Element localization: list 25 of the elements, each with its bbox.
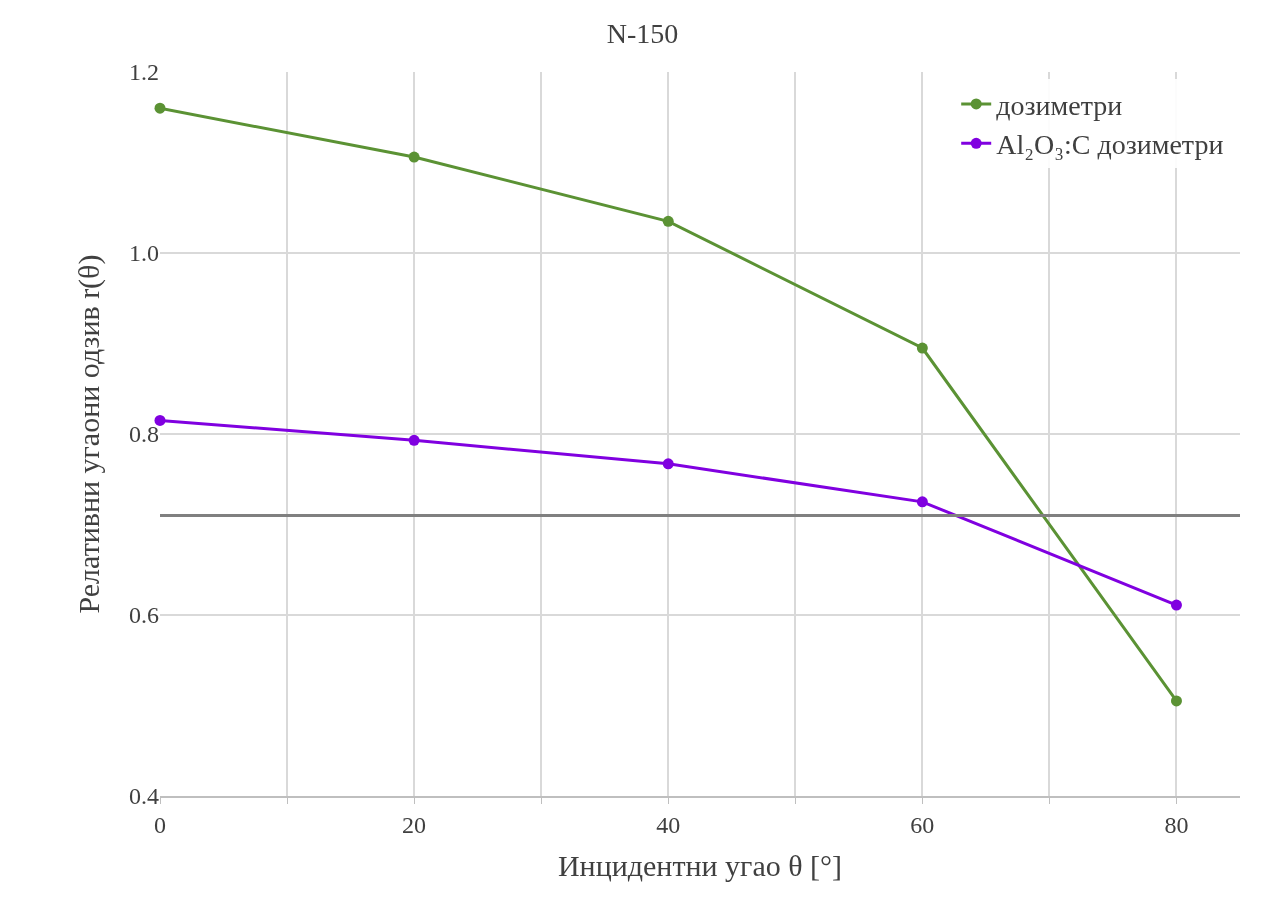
- point: [1170, 695, 1182, 707]
- point: [916, 342, 928, 354]
- x-tick-label: 60: [910, 811, 935, 838]
- x-tick-label: 20: [402, 811, 427, 838]
- point: [1170, 599, 1182, 611]
- x-tick-label: 0: [154, 811, 166, 838]
- point: [154, 414, 166, 426]
- y-tick-label: 0.4: [129, 783, 159, 810]
- point: [154, 102, 166, 114]
- point: [408, 434, 420, 446]
- point: [916, 496, 928, 508]
- x-axis-title: Инцидентни угао θ [°]: [557, 848, 843, 882]
- point: [408, 151, 420, 163]
- legend-label: дозиметри: [996, 89, 1123, 121]
- point: [662, 215, 674, 227]
- y-tick-label: 0.8: [129, 421, 159, 448]
- y-axis-title: Релативни угаони одзив r(θ): [72, 254, 106, 614]
- y-tick-label: 1.2: [129, 59, 159, 86]
- chart-title: N-150: [606, 17, 679, 49]
- point: [662, 458, 674, 470]
- x-tick-label: 40: [656, 811, 681, 838]
- legend-label: Al₂O₃:C дозиметри: [996, 129, 1224, 161]
- y-tick-label: 1.0: [129, 240, 159, 267]
- y-tick-label: 0.6: [129, 602, 159, 629]
- x-tick-label: 80: [1164, 811, 1189, 838]
